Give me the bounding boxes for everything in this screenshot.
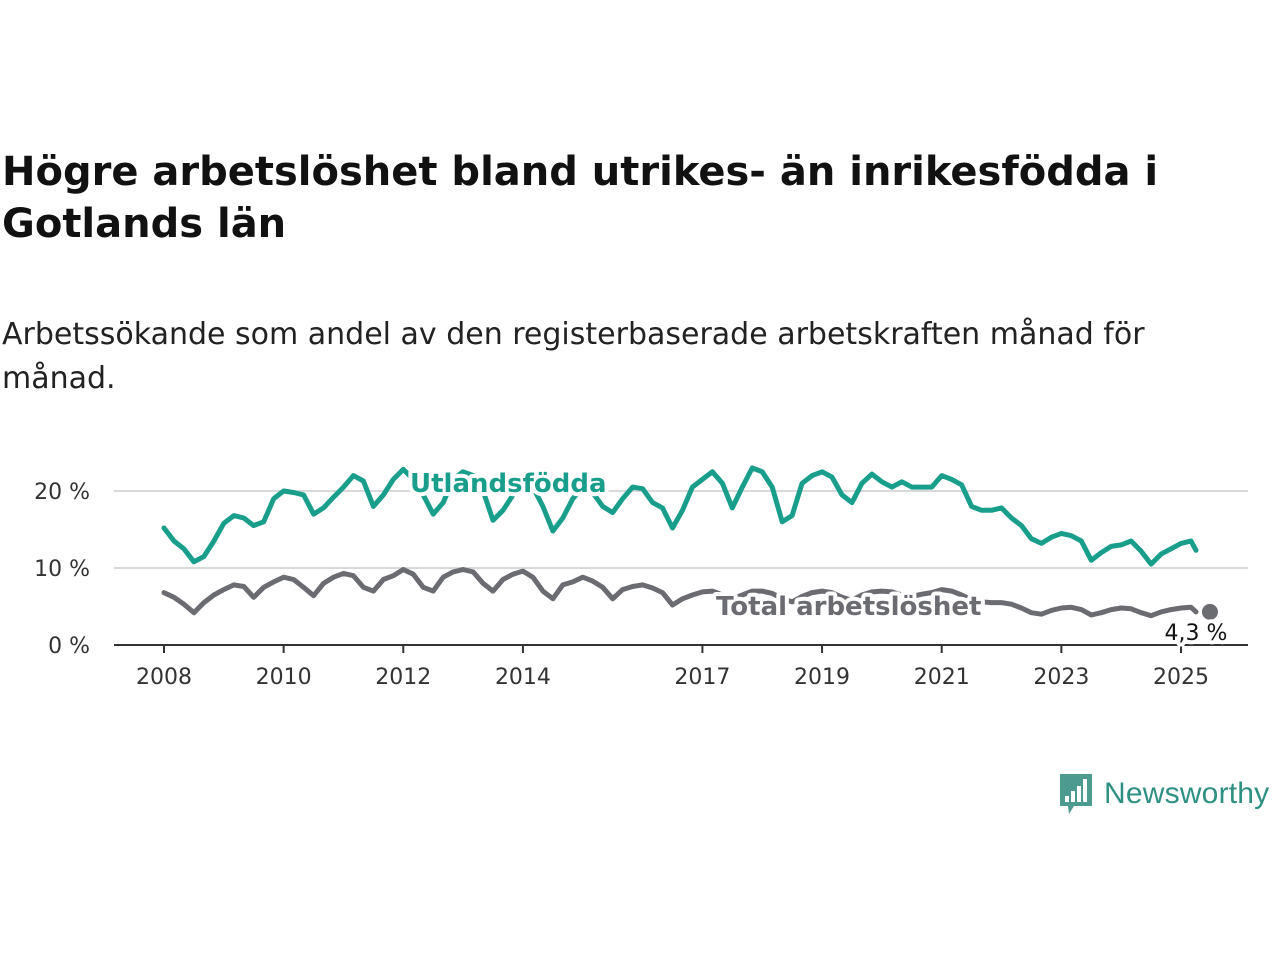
x-tick-label: 2021 (914, 665, 970, 690)
y-tick-label: 0 % (48, 634, 90, 659)
series-label-total: Total arbetslöshet (716, 592, 981, 622)
newsworthy-logo: Newsworthy (1058, 772, 1269, 816)
x-tick-label: 2025 (1153, 665, 1209, 690)
chart-title: Högre arbetslöshet bland utrikes- än inr… (2, 149, 1159, 247)
series-label-utlandsfodda-halo: Utlandsfödda (410, 469, 607, 499)
series-label-total-halo: Total arbetslöshet (716, 592, 981, 622)
bar-chart-icon (1060, 774, 1092, 814)
series-line-total (161, 567, 1199, 619)
y-axis-ticks: 0 % 10 % 20 % (34, 480, 90, 659)
x-tick-label: 2023 (1033, 665, 1089, 690)
x-tick-label: 2014 (495, 665, 551, 690)
series-line-utlandsfodda (161, 465, 1199, 567)
y-tick-label: 20 % (34, 480, 90, 505)
end-value-label: 4,3 % (1165, 621, 1228, 646)
x-tick-label: 2010 (256, 665, 312, 690)
y-tick-label: 10 % (34, 557, 90, 582)
end-value-label-halo: 4,3 % (1165, 621, 1228, 646)
line-chart: 0 % 10 % 20 % 2008 2010 2012 2014 2017 2019 2021… (34, 465, 1248, 690)
chart-subtitle: Arbetssökande som andel av den registerb… (2, 317, 1145, 396)
brand-name: Newsworthy (1104, 777, 1270, 810)
x-tick-label: 2019 (794, 665, 850, 690)
x-tick-label: 2017 (674, 665, 730, 690)
x-tick-label: 2008 (136, 665, 192, 690)
series-label-utlandsfodda: Utlandsfödda (410, 469, 607, 499)
gridlines (114, 490, 1248, 569)
series-lines (161, 465, 1218, 620)
x-axis: 2008 2010 2012 2014 2017 2019 2021 2023 2025 (114, 644, 1248, 690)
end-point-marker (1201, 603, 1218, 620)
x-tick-label: 2012 (375, 665, 431, 690)
